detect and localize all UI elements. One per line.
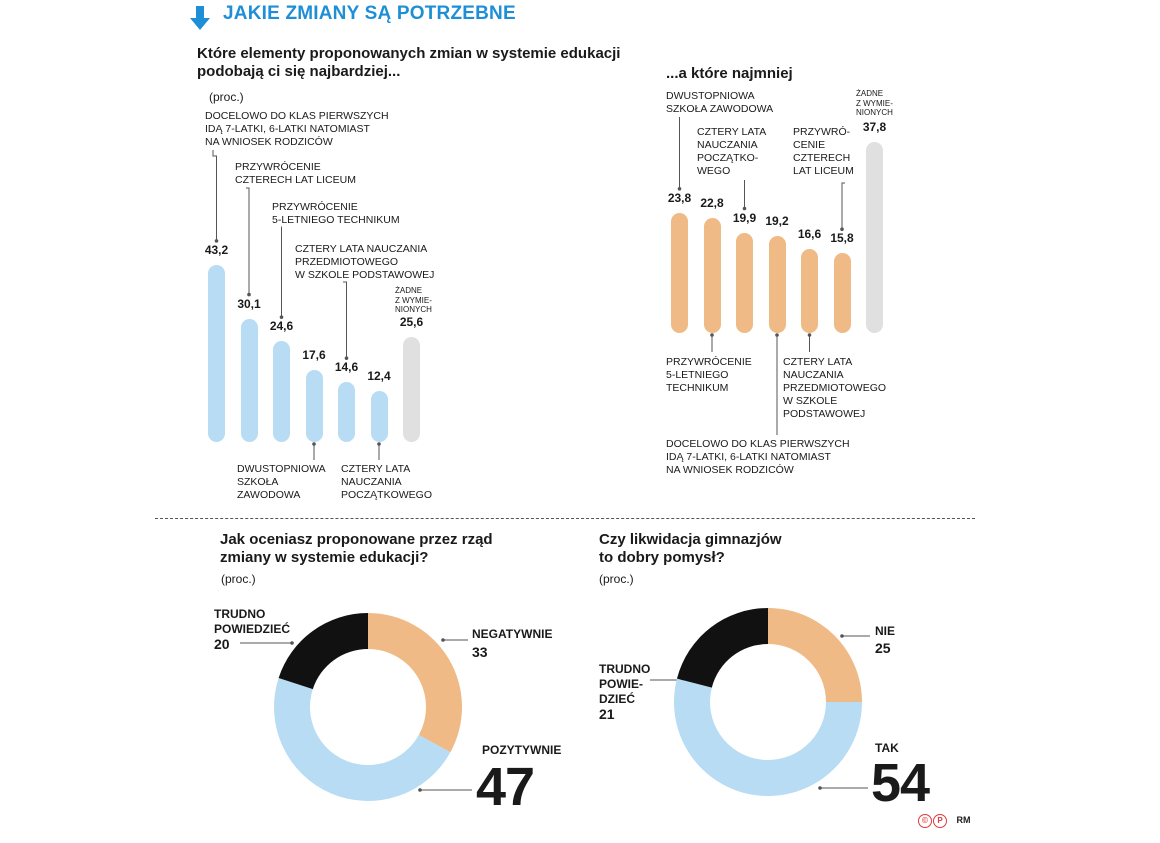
donut1-negative-label: NEGATYWNIE bbox=[472, 627, 553, 641]
bars-right-value-3: 19,2 bbox=[765, 214, 789, 229]
right-label-4: CZTERY LATA NAUCZANIA PRZEDMIOTOWEGO W S… bbox=[783, 356, 887, 420]
donut1-slice-trudno-powiedzieć bbox=[278, 613, 368, 690]
right-label-0: DWUSTOPNIOWA SZKOŁA ZAWODOWA bbox=[666, 90, 774, 115]
bars-left-bar-0 bbox=[208, 264, 225, 442]
bars-left-value-0: 43,2 bbox=[204, 242, 229, 257]
leader-dot bbox=[818, 786, 822, 790]
bars-left-bar-3 bbox=[305, 369, 323, 442]
chart3-unit: (proc.) bbox=[221, 572, 256, 586]
bars-left-bar-1 bbox=[240, 318, 258, 442]
leader-dot bbox=[775, 333, 779, 337]
bars-right-value-2: 19,9 bbox=[732, 210, 757, 225]
leader-dot bbox=[441, 638, 445, 642]
leader-dot bbox=[710, 333, 714, 337]
leader-dot bbox=[312, 442, 316, 446]
left-label-0: DOCELOWO DO KLAS PIERWSZYCH IDĄ 7-LATKI,… bbox=[205, 110, 389, 148]
donut1-positive-label: POZYTYWNIE bbox=[482, 743, 562, 757]
donut1-positive-value: 47 bbox=[476, 757, 535, 817]
leader-dot bbox=[742, 206, 747, 211]
chart3-title: Jak oceniasz proponowane przez rząd zmia… bbox=[220, 531, 493, 566]
donut1-unsure-value: 20 bbox=[214, 636, 230, 652]
bars-right-value-6: 37,8 bbox=[862, 120, 887, 135]
leader-dot bbox=[418, 788, 422, 792]
cp-logo-icon: © bbox=[918, 814, 932, 828]
bars-left-bar-4 bbox=[338, 382, 355, 442]
donut2-unsure-value: 21 bbox=[599, 706, 615, 722]
bars-left-bar-2 bbox=[273, 341, 290, 442]
section-divider bbox=[155, 518, 975, 519]
donut2-no-value: 25 bbox=[875, 640, 891, 656]
bars-left-bar-5 bbox=[370, 391, 388, 442]
donut1-slice-pozytywnie bbox=[274, 677, 451, 801]
donut2-slice-nie bbox=[768, 608, 862, 702]
leader-line bbox=[281, 226, 282, 318]
leader-dot bbox=[840, 227, 844, 232]
donut2-yes-value: 54 bbox=[871, 753, 930, 813]
leader-dot bbox=[840, 634, 844, 638]
bars-right-value-4: 16,6 bbox=[797, 227, 822, 242]
bars-right-value-5: 15,8 bbox=[830, 231, 854, 246]
leader-line bbox=[212, 150, 217, 241]
left-label-6: ŻADNE Z WYMIE- NIONYCH bbox=[395, 286, 432, 314]
credit: © P RM bbox=[918, 814, 971, 828]
donut2-slice-trudno-powiedzieć bbox=[676, 608, 768, 688]
arrow-down-icon bbox=[190, 6, 210, 30]
leader-dot bbox=[290, 641, 294, 645]
donut2-slice-tak bbox=[673, 678, 862, 796]
leader-line bbox=[841, 182, 845, 230]
donut1-negative-value: 33 bbox=[472, 644, 488, 660]
bars-left-value-5: 12,4 bbox=[367, 369, 391, 384]
bars-left-value-4: 14,6 bbox=[334, 360, 359, 375]
right-label-6: ŻADNE Z WYMIE- NIONYCH bbox=[856, 89, 893, 117]
leader-dot bbox=[344, 356, 349, 360]
leader-line bbox=[246, 187, 250, 295]
left-label-1: PRZYWRÓCENIE CZTERECH LAT LICEUM bbox=[235, 161, 356, 186]
bars-left-bar-6 bbox=[403, 337, 420, 442]
leader-dot bbox=[279, 315, 284, 319]
left-label-2: PRZYWRÓCENIE 5-LETNIEGO TECHNIKUM bbox=[272, 201, 400, 226]
bars-right-bar-2 bbox=[736, 232, 753, 333]
right-label-3: DOCELOWO DO KLAS PIERWSZYCH IDĄ 7-LATKI,… bbox=[666, 438, 850, 476]
chart1-title: Które elementy proponowanych zmian w sys… bbox=[197, 45, 621, 80]
author-initials: RM bbox=[956, 815, 971, 825]
leader-dot bbox=[377, 442, 381, 446]
donut1-slice-negatywnie bbox=[368, 613, 462, 753]
bars-right-value-1: 22,8 bbox=[700, 195, 724, 210]
chart4-title: Czy likwidacja gimnazjów to dobry pomysł… bbox=[599, 531, 782, 566]
left-label-5: CZTERY LATA NAUCZANIA POCZĄTKOWEGO bbox=[341, 463, 433, 501]
bars-right-bar-4 bbox=[801, 249, 818, 333]
bars-right-bar-0 bbox=[671, 212, 688, 333]
leader-dot bbox=[214, 239, 219, 243]
bars-left-value-2: 24,6 bbox=[269, 319, 294, 334]
right-label-5: PRZYWRÓ- CENIE CZTERECH LAT LICEUM bbox=[793, 126, 854, 177]
bars-right-bar-5 bbox=[833, 253, 851, 333]
donut-chart-assessment bbox=[274, 613, 462, 801]
p-logo-icon: P bbox=[933, 814, 947, 828]
bars-right-bar-3 bbox=[768, 236, 786, 333]
leader-dot bbox=[677, 187, 682, 191]
right-label-2: CZTERY LATA NAUCZANIA POCZĄTKO- WEGO bbox=[697, 126, 767, 177]
bars-left-value-1: 30,1 bbox=[237, 296, 261, 311]
bars-right-bar-1 bbox=[703, 217, 721, 333]
left-label-4: CZTERY LATA NAUCZANIA PRZEDMIOTOWEGO W S… bbox=[295, 243, 435, 281]
leader-dot bbox=[247, 292, 251, 297]
donut1-unsure-label: TRUDNO POWIEDZIEĆ bbox=[214, 607, 291, 636]
donut2-yes-label: TAK bbox=[875, 741, 899, 755]
donut2-unsure-label: TRUDNO POWIE- DZIEĆ bbox=[599, 662, 651, 706]
bars-left-value-3: 17,6 bbox=[302, 347, 326, 362]
donut2-no-label: NIE bbox=[875, 624, 896, 638]
chart1-unit: (proc.) bbox=[209, 90, 244, 104]
page-title: JAKIE ZMIANY SĄ POTRZEBNE bbox=[223, 3, 516, 24]
leader-dot bbox=[807, 333, 812, 337]
chart4-unit: (proc.) bbox=[599, 572, 634, 586]
bars-right-value-0: 23,8 bbox=[667, 190, 692, 205]
left-label-3: DWUSTOPNIOWA SZKOŁA ZAWODOWA bbox=[237, 463, 326, 501]
bars-left-value-6: 25,6 bbox=[399, 315, 424, 330]
bars-right-bar-6 bbox=[866, 142, 883, 333]
chart2-title: ...a które najmniej bbox=[666, 65, 793, 82]
right-label-1: PRZYWRÓCENIE 5-LETNIEGO TECHNIKUM bbox=[666, 356, 752, 394]
donut-chart-gymnasium bbox=[673, 608, 862, 796]
leader-line bbox=[343, 281, 347, 359]
